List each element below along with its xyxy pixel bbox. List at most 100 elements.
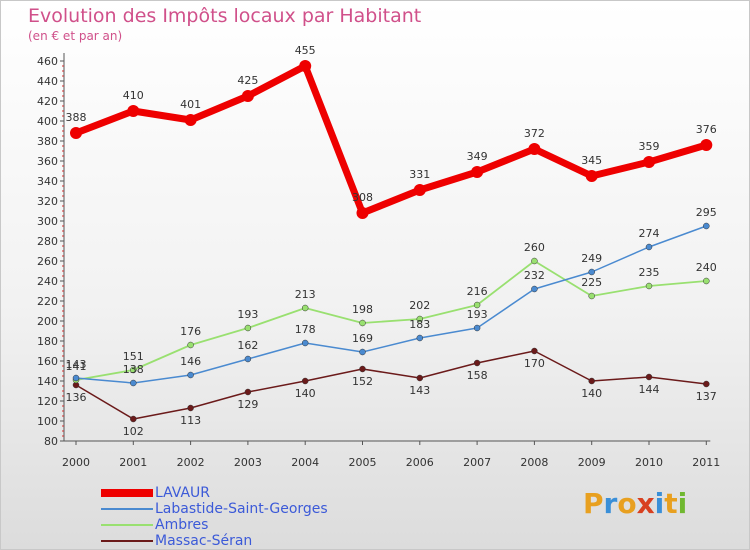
series-line [72,62,710,217]
data-label: 146 [180,355,201,368]
data-point [588,292,595,300]
x-tick-label: 2003 [234,456,262,469]
data-point [531,257,538,265]
data-point [130,366,137,374]
y-tick-label: 260 [37,255,58,268]
x-tick-label: 2002 [177,456,205,469]
data-label: 152 [352,375,373,388]
series-line [75,225,708,384]
data-point [703,222,710,230]
data-label: 240 [696,261,717,274]
y-tick-label: 460 [37,55,58,68]
data-point [588,377,595,385]
x-tick-label: 2004 [291,456,319,469]
chart-subtitle: (en € et par an) [28,29,123,43]
data-point [531,285,538,293]
data-point [72,374,80,382]
data-point [473,324,481,332]
legend-item: Massac-Séran [101,533,421,549]
y-tick-label: 400 [37,115,58,128]
x-tick-label: 2005 [349,456,377,469]
data-point [70,127,82,139]
data-label: 136 [66,391,87,404]
data-label: 151 [123,350,144,363]
y-tick-label: 420 [37,95,58,108]
data-label: 178 [295,323,316,336]
legend-swatch [101,540,153,542]
data-label: 425 [237,74,258,87]
data-label: 345 [581,154,602,167]
data-label: 202 [409,299,430,312]
data-label: 359 [639,140,660,153]
series-line [75,260,708,381]
chart-title: Evolution des Impôts locaux par Habitant [28,5,422,27]
legend-swatch [101,508,153,510]
data-label: 176 [180,325,201,338]
data-point [130,379,137,387]
data-point [416,374,424,382]
x-tick-label: 2010 [635,456,663,469]
data-label: 235 [639,266,660,279]
data-label: 349 [467,150,488,163]
data-label: 260 [524,241,545,254]
y-tick-label: 320 [37,195,58,208]
data-label: 143 [66,358,87,371]
logo-letter: o [617,487,637,520]
y-tick-label: 200 [37,315,58,328]
x-tick-label: 2009 [578,456,606,469]
logo-letter: x [636,487,655,520]
data-label: 410 [123,89,144,102]
data-point [127,105,140,117]
data-point [301,304,309,312]
logo-letter: t [664,487,678,520]
logo-letter: P [583,487,604,520]
proxiti-logo: Proxiti [583,487,687,520]
y-tick-label: 300 [37,215,58,228]
legend-swatch [101,489,153,497]
x-tick-label: 2006 [406,456,434,469]
data-label: 372 [524,127,545,140]
data-label: 102 [123,425,144,438]
data-label: 232 [524,269,545,282]
x-tick-label: 2000 [62,456,90,469]
data-label: 170 [524,357,545,370]
y-tick-label: 160 [37,355,58,368]
data-point [299,60,312,72]
y-tick-label: 180 [37,335,58,348]
data-label: 249 [581,252,602,265]
data-point [588,268,595,276]
data-point [130,415,137,423]
data-point [416,315,424,323]
data-point [359,319,366,327]
data-point [471,166,484,178]
data-label: 140 [295,387,316,400]
x-tick-label: 2001 [119,456,147,469]
logo-letter: r [603,487,618,520]
y-tick-label: 80 [44,435,58,448]
data-label: 295 [696,206,717,219]
data-label: 113 [180,414,201,427]
data-point [184,114,197,126]
data-label: 198 [352,303,373,316]
legend-label: Ambres [155,517,209,533]
logo-letter: i [654,487,665,520]
data-point [244,324,252,332]
data-label: 169 [352,332,373,345]
data-point [645,282,653,290]
data-point [531,347,538,355]
data-point [473,359,481,367]
series-line [75,350,708,420]
data-label: 129 [237,398,258,411]
data-point [643,156,655,168]
x-tick-label: 2008 [520,456,548,469]
data-point [187,341,194,349]
y-tick-label: 380 [37,135,58,148]
data-label: 376 [696,123,717,136]
data-point [244,388,252,396]
data-label: 193 [237,308,258,321]
data-label: 144 [639,383,660,396]
data-point [244,355,252,363]
data-label: 162 [237,339,258,352]
